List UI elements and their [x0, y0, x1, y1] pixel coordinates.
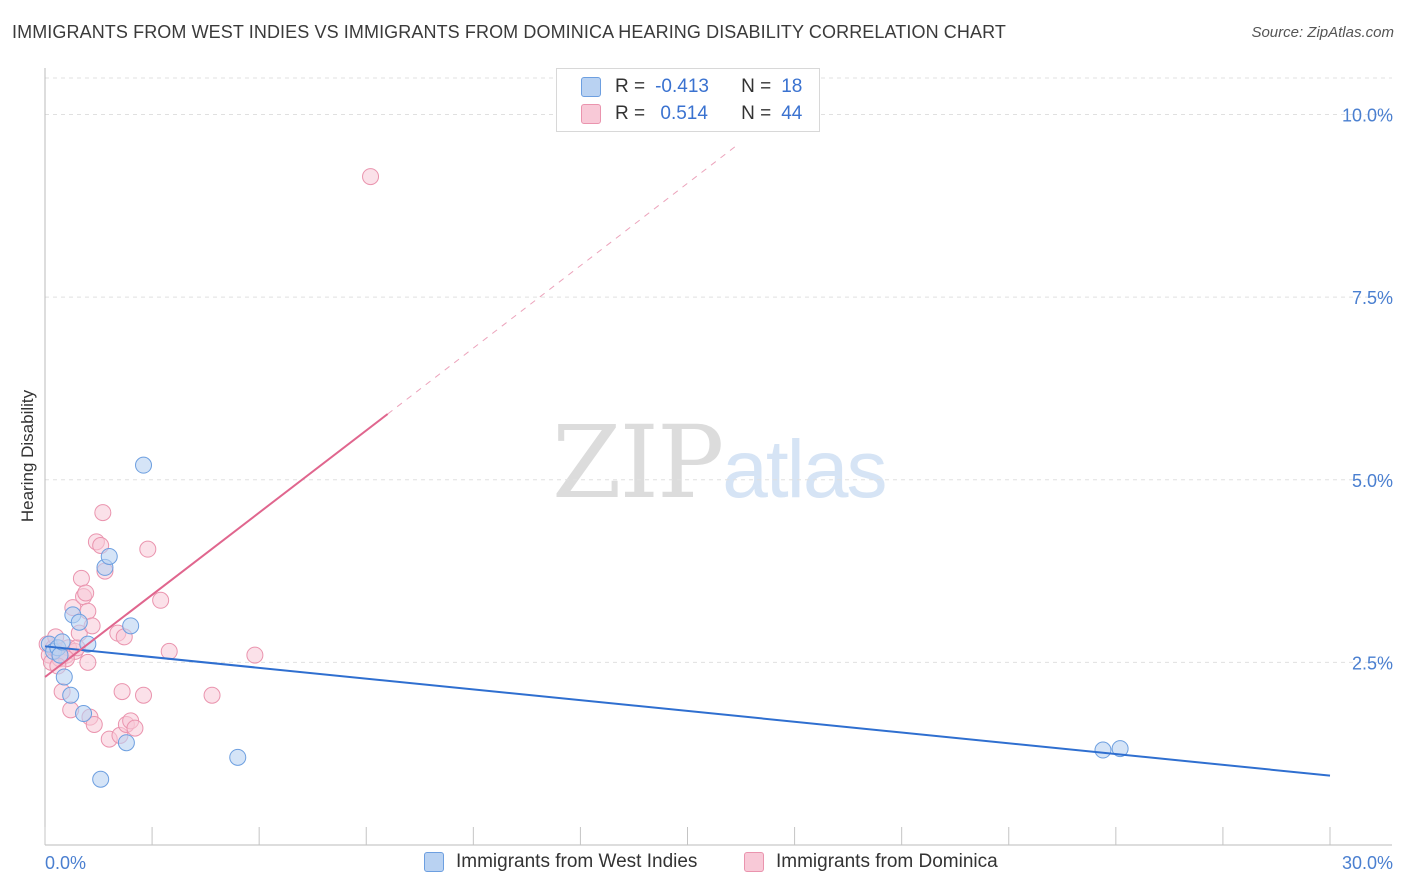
point-west-indies: [53, 633, 71, 651]
legend-row-dominica: R = 0.514 N = 44: [581, 102, 802, 126]
chart-title: IMMIGRANTS FROM WEST INDIES VS IMMIGRANT…: [12, 22, 1006, 42]
legend-r-label: R =: [615, 103, 646, 124]
series-legend-dominica[interactable]: Immigrants from Dominica: [744, 851, 998, 873]
trendline-west-indies: [44, 645, 1331, 777]
legend-swatch-west-indies: [581, 77, 601, 97]
point-dominica: [246, 646, 264, 664]
point-dominica: [113, 683, 131, 701]
point-west-indies: [62, 686, 80, 704]
correlation-legend: R = -0.413 N = 18 R = 0.514 N = 44: [556, 68, 820, 132]
point-west-indies: [100, 547, 118, 565]
series-legend: Immigrants from West Indies Immigrants f…: [0, 851, 1406, 877]
point-west-indies: [92, 770, 110, 788]
source-attribution: Source: ZipAtlas.com: [1251, 24, 1394, 41]
series-swatch-west-indies: [424, 852, 444, 872]
legend-swatch-dominica: [581, 104, 601, 124]
point-dominica: [77, 584, 95, 602]
point-dominica: [362, 168, 380, 186]
trendline-dominica-extension: [387, 143, 740, 415]
point-dominica: [203, 686, 221, 704]
series-label-west-indies: Immigrants from West Indies: [456, 851, 698, 872]
trendline-dominica: [44, 413, 389, 678]
y-tick-label: 2.5%: [1352, 653, 1393, 673]
legend-r-label: R =: [615, 76, 646, 97]
point-west-indies: [55, 668, 73, 686]
point-west-indies: [75, 705, 93, 723]
legend-n-label: N =: [741, 76, 772, 97]
legend-row-west-indies: R = -0.413 N = 18: [581, 75, 802, 99]
point-west-indies: [135, 456, 153, 474]
watermark: ZIPatlas: [552, 404, 888, 521]
point-west-indies: [1111, 740, 1129, 758]
watermark-atlas: atlas: [722, 424, 887, 515]
point-dominica: [85, 715, 103, 733]
series-legend-west-indies[interactable]: Immigrants from West Indies: [424, 851, 697, 873]
point-dominica: [126, 719, 144, 737]
point-west-indies: [117, 734, 135, 752]
series-swatch-dominica: [744, 852, 764, 872]
x-tick-label-max: 30.0%: [1342, 853, 1393, 873]
point-dominica: [94, 504, 112, 522]
point-west-indies: [122, 617, 140, 635]
series-label-dominica: Immigrants from Dominica: [776, 851, 998, 872]
point-dominica: [72, 569, 90, 587]
point-dominica: [79, 653, 97, 671]
point-west-indies: [229, 748, 247, 766]
point-dominica: [135, 686, 153, 704]
legend-n-label: N =: [741, 103, 772, 124]
legend-r-value: 0.514: [655, 103, 708, 124]
y-tick-label: 5.0%: [1352, 471, 1393, 491]
point-dominica: [152, 591, 170, 609]
point-dominica: [160, 642, 178, 660]
point-west-indies: [1094, 741, 1112, 759]
y-tick-label: 10.0%: [1342, 106, 1393, 126]
point-west-indies: [70, 613, 88, 631]
watermark-zip: ZIP: [552, 404, 724, 521]
legend-r-value: -0.413: [655, 76, 709, 97]
legend-n-value: 18: [781, 76, 803, 97]
legend-n-value: 44: [781, 103, 803, 124]
point-dominica: [139, 540, 157, 558]
y-tick-label: 7.5%: [1352, 288, 1393, 308]
x-tick-label-min: 0.0%: [45, 853, 86, 873]
